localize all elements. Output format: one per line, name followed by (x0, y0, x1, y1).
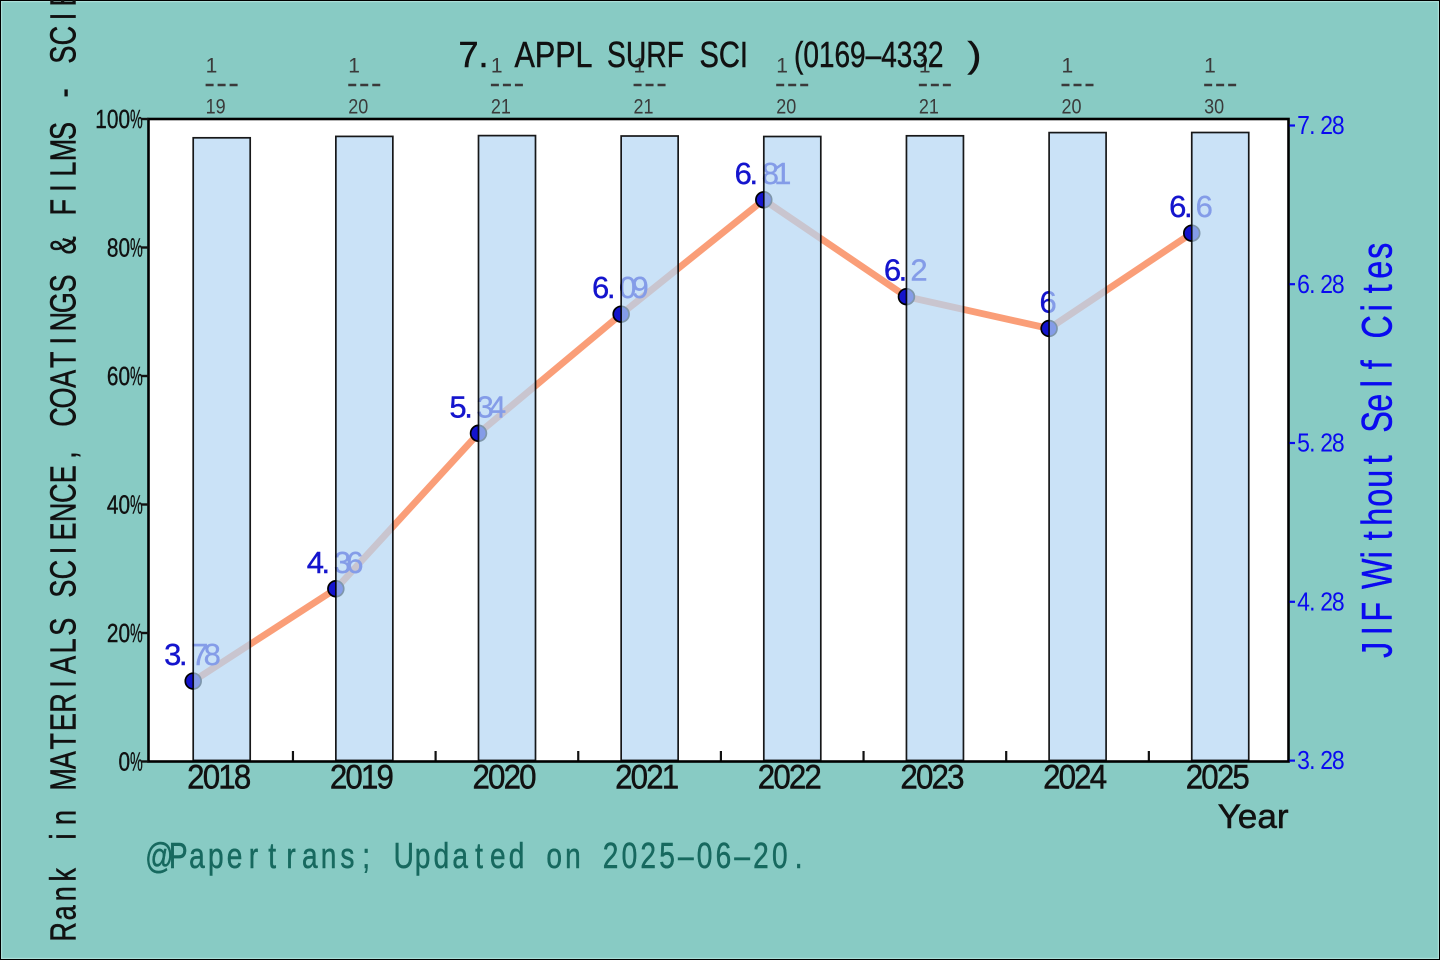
svg-text:7.28: 7.28 (1297, 112, 1345, 140)
svg-text:Year: Year (1218, 798, 1289, 836)
svg-text:1: 1 (634, 54, 646, 77)
svg-text:1: 1 (491, 54, 503, 77)
svg-text:1: 1 (1204, 54, 1216, 77)
svg-text:21: 21 (491, 95, 511, 118)
svg-text:(0169–4332: (0169–4332 (794, 34, 944, 75)
svg-text:20: 20 (1062, 95, 1082, 118)
svg-text:%: % (130, 491, 143, 520)
svg-text:0: 0 (119, 747, 131, 776)
svg-text:1: 1 (1062, 54, 1074, 77)
svg-text:21: 21 (919, 95, 939, 118)
svg-text:%: % (130, 105, 143, 134)
svg-text:21: 21 (634, 95, 654, 118)
svg-text:2024: 2024 (1043, 757, 1107, 796)
svg-text:1: 1 (348, 54, 360, 77)
svg-text:2021: 2021 (615, 757, 679, 796)
svg-text:20: 20 (776, 95, 796, 118)
svg-text:): ) (968, 34, 982, 75)
svg-text:3.28: 3.28 (1297, 747, 1345, 775)
svg-text:4.28: 4.28 (1297, 588, 1345, 616)
svg-text:20: 20 (107, 619, 130, 648)
svg-text:2023: 2023 (900, 757, 964, 796)
svg-text:80: 80 (107, 233, 130, 262)
svg-text:20: 20 (348, 95, 368, 118)
svg-text:2019: 2019 (330, 757, 394, 796)
svg-text:2022: 2022 (758, 757, 822, 796)
svg-text:30: 30 (1204, 95, 1224, 118)
svg-text:%: % (130, 748, 143, 777)
svg-text:SURF: SURF (607, 34, 684, 75)
svg-text:1: 1 (776, 54, 788, 77)
svg-text:%: % (130, 362, 143, 391)
svg-text:6.28: 6.28 (1297, 271, 1345, 299)
svg-text:1: 1 (206, 54, 218, 77)
svg-text:SCI: SCI (700, 34, 749, 75)
svg-text:40: 40 (107, 490, 130, 519)
svg-text:%: % (130, 234, 143, 263)
svg-text:APPL: APPL (515, 34, 593, 75)
svg-text:Rank in MATERIALS SCIENCE, COA: Rank in MATERIALS SCIENCE, COATINGS & FI… (43, 0, 84, 942)
svg-text:100: 100 (95, 105, 130, 134)
svg-text:2018: 2018 (187, 757, 251, 796)
svg-text:2020: 2020 (472, 757, 536, 796)
svg-text:5.28: 5.28 (1297, 430, 1345, 458)
svg-text:2025: 2025 (1186, 757, 1250, 796)
svg-text:7.: 7. (459, 34, 489, 75)
svg-text:%: % (130, 619, 143, 648)
svg-text:60: 60 (107, 362, 130, 391)
svg-text:19: 19 (206, 95, 226, 118)
svg-text:1: 1 (919, 54, 931, 77)
